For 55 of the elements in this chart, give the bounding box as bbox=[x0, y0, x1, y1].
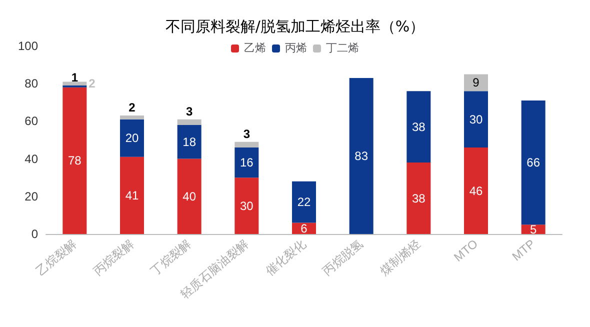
y-tick-label: 60 bbox=[24, 114, 38, 128]
bar bbox=[177, 119, 202, 125]
x-tick-label: 丁烷裂解 bbox=[148, 236, 194, 278]
bar bbox=[464, 148, 488, 234]
data-label: 2 bbox=[128, 100, 136, 115]
data-label: 9 bbox=[472, 76, 480, 90]
data-label: 3 bbox=[243, 126, 250, 141]
bar bbox=[120, 116, 144, 120]
y-tick-label: 40 bbox=[24, 152, 38, 166]
bar bbox=[521, 100, 546, 225]
y-tick-label: 80 bbox=[24, 76, 38, 91]
x-tick-label: 催化裂化 bbox=[262, 236, 308, 278]
bar bbox=[120, 156, 144, 234]
bar bbox=[234, 148, 259, 178]
data-label: 46 bbox=[469, 184, 483, 198]
data-label: 18 bbox=[182, 134, 196, 149]
bar bbox=[406, 162, 431, 234]
data-label: 66 bbox=[526, 156, 540, 170]
data-label: 40 bbox=[182, 189, 196, 204]
legend-label: 乙烯 bbox=[244, 42, 266, 54]
bar bbox=[349, 78, 374, 234]
data-label: 22 bbox=[297, 195, 311, 210]
data-label: 41 bbox=[125, 188, 139, 202]
data-label: 1 bbox=[71, 70, 78, 84]
x-tick-label: 丙烷裂解 bbox=[90, 236, 136, 278]
data-label: 6 bbox=[300, 221, 308, 236]
x-tick-label: 煤制烯烃 bbox=[377, 236, 424, 278]
bar bbox=[177, 158, 202, 234]
bar bbox=[62, 87, 87, 234]
data-label: 16 bbox=[240, 156, 254, 170]
bar bbox=[234, 142, 259, 148]
chart-title: 不同原料裂解/脱氢加工烯烃出率（%） bbox=[165, 18, 425, 36]
data-label: 30 bbox=[240, 198, 254, 213]
legend-label: 丙烯 bbox=[285, 42, 307, 54]
data-label: 30 bbox=[469, 112, 483, 126]
data-label: 20 bbox=[125, 131, 139, 146]
data-label: 78 bbox=[68, 154, 82, 168]
y-tick-label: 100 bbox=[18, 39, 38, 53]
bar bbox=[120, 119, 144, 157]
bar bbox=[406, 91, 431, 163]
data-label: 38 bbox=[412, 191, 426, 206]
bar bbox=[234, 178, 259, 234]
data-label: 3 bbox=[186, 104, 193, 118]
data-label: 83 bbox=[354, 148, 368, 163]
data-label: 2 bbox=[88, 76, 96, 91]
bar bbox=[464, 74, 488, 92]
bar bbox=[292, 181, 316, 223]
bar bbox=[464, 91, 488, 148]
y-tick-label: 20 bbox=[24, 189, 38, 204]
bar bbox=[177, 124, 202, 159]
legend-label: 丁二烯 bbox=[326, 42, 359, 54]
data-label: 38 bbox=[412, 120, 426, 134]
data-label: 5 bbox=[530, 222, 537, 236]
bar bbox=[62, 82, 87, 86]
x-tick-label: 丙烷脱氢 bbox=[320, 236, 366, 278]
